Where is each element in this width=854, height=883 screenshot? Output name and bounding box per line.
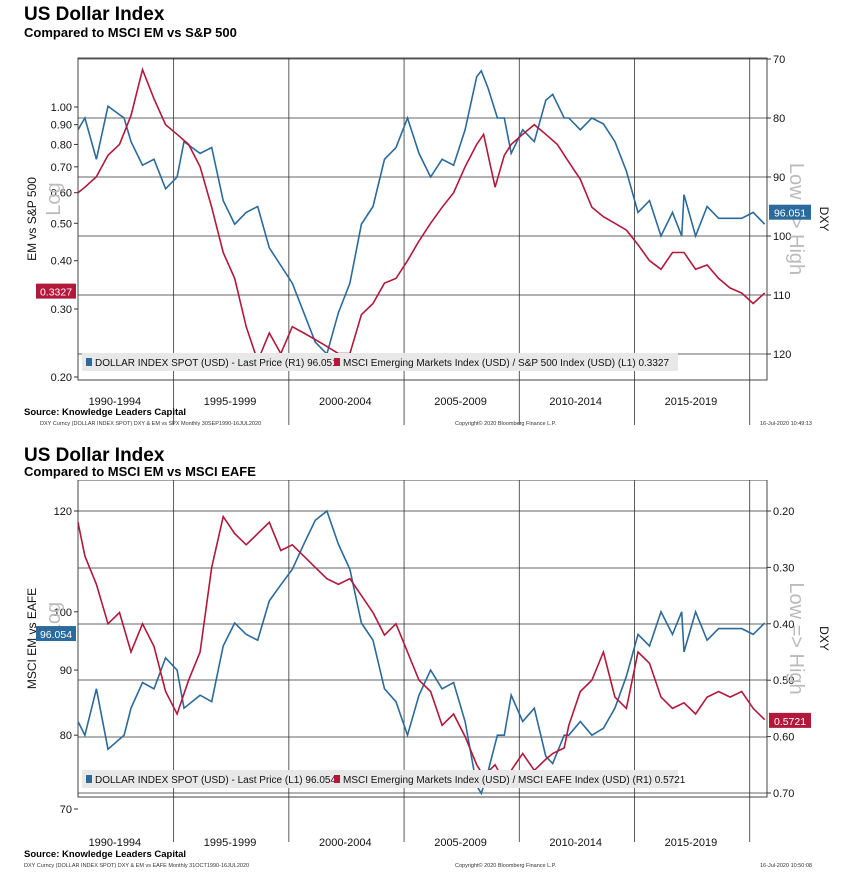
chart1-source: Source: Knowledge Leaders Capital: [24, 407, 187, 418]
left-tick-label: 0.90: [51, 120, 72, 132]
x-tick-label: 1990-1994: [89, 396, 142, 408]
left-tick-label: 120: [54, 506, 72, 518]
right-axis-label: DXY: [817, 207, 831, 232]
chart1-title: US Dollar Index: [24, 4, 165, 25]
legend-swatch: [86, 358, 92, 366]
chart2-title: US Dollar Index: [24, 445, 165, 466]
left-tick-label: 0.40: [51, 256, 72, 268]
x-tick-label: 1990-1994: [89, 837, 142, 849]
series-line-dxy: [77, 509, 766, 796]
chart2-footer-center: Copyright© 2020 Bloomberg Finance L.P.: [455, 863, 557, 869]
right-tick-label: 80: [773, 113, 785, 125]
right-tick-label: 90: [773, 172, 785, 184]
left-tick-label: 0.60: [51, 188, 72, 200]
legend-box: [82, 353, 678, 371]
x-tick-label: 2005-2009: [434, 396, 487, 408]
chart1-footer-center: Copyright© 2020 Bloomberg Finance L.P.: [455, 421, 557, 427]
chart2-footer-left: DXY Curncy (DOLLAR INDEX SPOT) DXY & EM …: [24, 863, 250, 869]
left-tick-label: 1.00: [51, 102, 72, 114]
series-line-em-ratio: [77, 514, 766, 784]
right-axis-note: Low => High: [785, 582, 807, 694]
chart2-svg: 1990-1994 1995-1999 2000-2004 2005-2009 2010…: [25, 480, 831, 849]
left-tick-label: 80: [60, 730, 72, 742]
legend-box: [82, 770, 678, 788]
right-tick-label: 0.30: [773, 562, 794, 574]
legend-swatch: [334, 775, 340, 783]
x-tick-label: 1995-1999: [204, 837, 257, 849]
x-tick-label: 2000-2004: [319, 396, 372, 408]
right-tick-label: 0.20: [773, 506, 794, 518]
right-tick-label: 0.60: [773, 732, 794, 744]
left-axis-label: EM vs S&P 500: [25, 177, 39, 261]
last-value-label-right: 96.051: [774, 208, 806, 220]
last-value-label-left: 96.054: [40, 629, 72, 641]
chart1-svg: 1990-1994 1995-1999 2000-2004 2005-2009 2010…: [25, 54, 831, 425]
last-value-label-left: 0.3327: [40, 287, 72, 299]
left-axis-note: Log: [43, 182, 65, 215]
series-line-dxy: [77, 69, 766, 356]
left-tick-label: 0.50: [51, 218, 72, 230]
last-value-tag-left: [36, 626, 76, 642]
legend-swatch: [86, 775, 92, 783]
x-tick-label: 2000-2004: [319, 837, 372, 849]
right-tick-label: 0.50: [773, 675, 794, 687]
right-tick-label: 0.70: [773, 788, 794, 800]
x-tick-label: 2005-2009: [434, 837, 487, 849]
right-tick-label: 120: [773, 349, 791, 361]
chart2-footer-right: 16-Jul-2020 10:50:08: [760, 863, 812, 869]
left-tick-label: 100: [54, 607, 72, 619]
right-tick-label: 100: [773, 231, 791, 243]
plot-frame: [77, 57, 768, 381]
left-tick-label: 0.30: [51, 304, 72, 316]
legend-label: DOLLAR INDEX SPOT (USD) - Last Price (R1…: [95, 358, 338, 369]
right-axis-label: DXY: [817, 626, 831, 651]
plot-frame: [77, 480, 768, 798]
left-tick-label: 90: [60, 665, 72, 677]
legend-swatch: [334, 358, 340, 366]
left-tick-label: 0.20: [51, 372, 72, 384]
last-value-tag-right: [769, 204, 811, 220]
last-value-tag-left: [36, 283, 76, 299]
last-value-tag-right: [769, 712, 811, 728]
right-tick-label: 0.40: [773, 619, 794, 631]
legend-label: MSCI Emerging Markets Index (USD) / S&P …: [343, 358, 669, 369]
legend-label: MSCI Emerging Markets Index (USD) / MSCI…: [343, 775, 686, 786]
left-tick-label: 70: [60, 804, 72, 816]
x-tick-label: 1995-1999: [204, 396, 257, 408]
chart2-source: Source: Knowledge Leaders Capital: [24, 849, 187, 860]
left-axis-label: MSCI EM vs EAFE: [25, 588, 39, 689]
x-tick-label: 2010-2014: [549, 396, 602, 408]
left-tick-label: 0.70: [51, 162, 72, 174]
right-tick-label: 110: [773, 290, 791, 302]
last-value-label-right: 0.5721: [774, 716, 806, 728]
x-tick-label: 2010-2014: [549, 837, 602, 849]
chart1-footer-right: 16-Jul-2020 10:49:13: [760, 421, 812, 427]
left-tick-label: 0.80: [51, 139, 72, 151]
chart1-footer-left: DXY Curncy (DOLLAR INDEX SPOT) DXY & EM …: [40, 421, 262, 427]
x-tick-label: 2015-2019: [665, 396, 718, 408]
chart1-subtitle: Compared to MSCI EM vs S&P 500: [24, 25, 237, 40]
right-tick-label: 70: [773, 54, 785, 66]
chart2-subtitle: Compared to MSCI EM vs MSCI EAFE: [24, 464, 256, 479]
series-line-em-ratio: [77, 66, 766, 364]
legend-label: DOLLAR INDEX SPOT (USD) - Last Price (L1…: [95, 775, 336, 786]
x-tick-label: 2015-2019: [665, 837, 718, 849]
